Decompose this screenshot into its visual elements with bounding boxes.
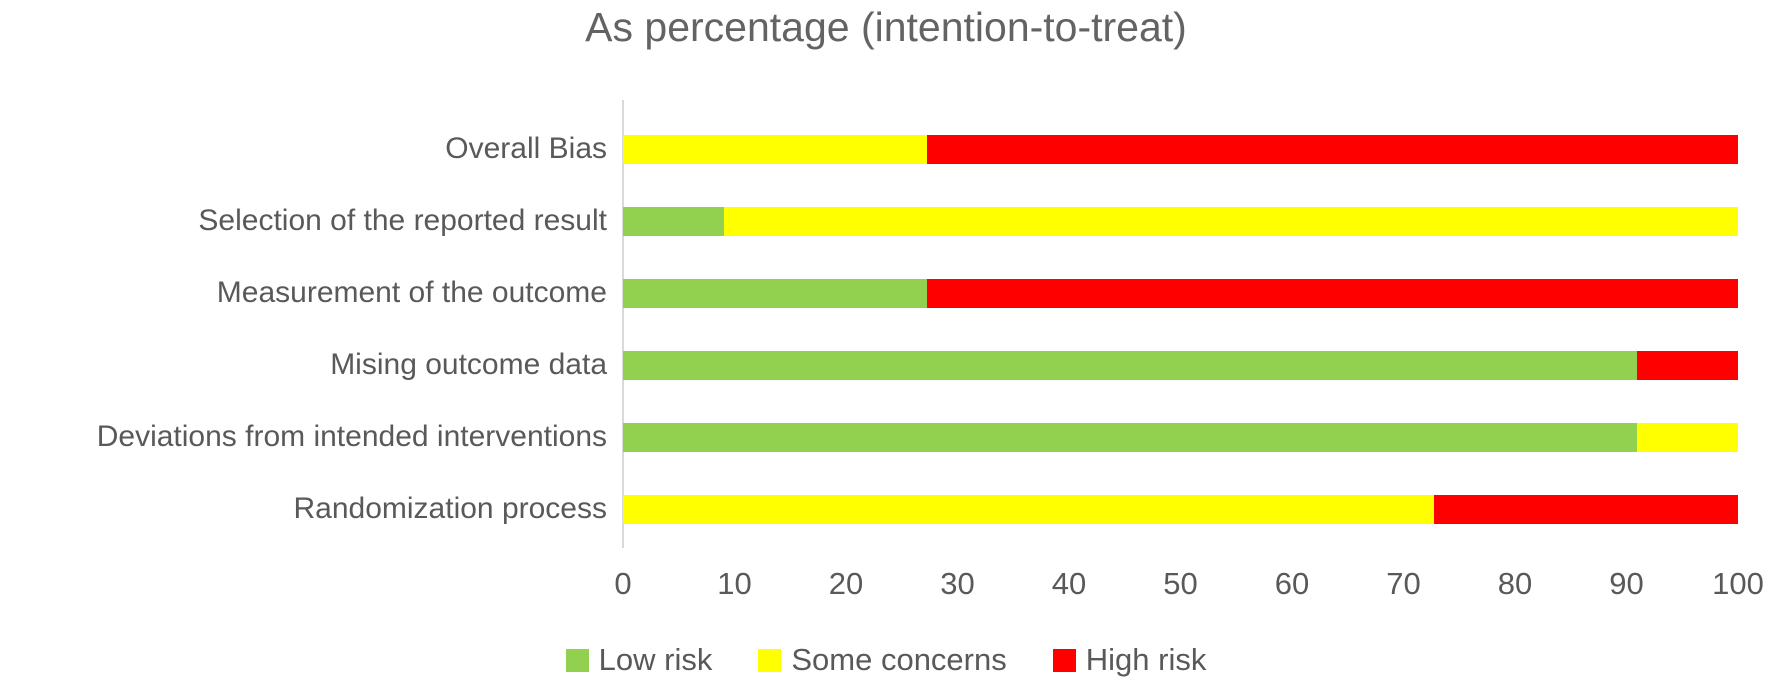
x-tick-label: 20 — [828, 566, 864, 601]
bar-segment-high-risk — [1433, 494, 1738, 524]
bar-segment-some-concerns — [724, 206, 1738, 236]
legend-item-low-risk: Low risk — [565, 642, 713, 678]
x-tick-label: 90 — [1609, 566, 1644, 601]
x-tick-label: 70 — [1386, 566, 1421, 601]
category-label: Randomization process — [293, 492, 608, 525]
legend: Low risk Some concerns High risk — [0, 642, 1772, 678]
bar-track-randomization-process — [623, 494, 1738, 524]
bar-row: Measurement of the outcome — [0, 257, 1772, 329]
bar-segment-low-risk — [623, 350, 1637, 380]
legend-swatch-low-risk — [565, 648, 589, 672]
legend-label: High risk — [1085, 642, 1207, 677]
x-tick-label: 40 — [1051, 566, 1087, 601]
bar-track-deviations-from-intended-interventions — [623, 422, 1738, 452]
legend-label: Low risk — [598, 642, 713, 677]
bar-row: Randomization process — [0, 473, 1772, 545]
bar-row: Deviations from intended interventions — [0, 401, 1772, 473]
category-label: Overall Bias — [445, 132, 607, 165]
category-label: Deviations from intended interventions — [96, 420, 607, 453]
bar-row: Selection of the reported result — [0, 185, 1772, 257]
legend-label: Some concerns — [791, 642, 1007, 677]
bar-segment-some-concerns — [623, 494, 1434, 524]
category-label: Measurement of the outcome — [216, 276, 607, 309]
bar-track-mising-outcome-data — [623, 350, 1738, 380]
bar-segment-high-risk — [1636, 350, 1738, 380]
bar-track-measurement-of-the-outcome — [623, 278, 1738, 308]
category-label: Mising outcome data — [330, 348, 607, 381]
bar-row: Overall Bias — [0, 113, 1772, 185]
x-tick-label: 80 — [1497, 566, 1533, 601]
bar-track-overall-bias — [623, 134, 1738, 164]
x-axis-tick-labels: 0 10 20 30 40 50 60 70 80 90 100 — [614, 566, 1763, 608]
legend-item-high-risk: High risk — [1052, 642, 1207, 678]
x-tick-label: 0 — [614, 566, 632, 601]
x-tick-label: 10 — [717, 566, 752, 601]
legend-swatch-some-concerns — [758, 648, 782, 672]
category-label: Selection of the reported result — [198, 204, 607, 237]
chart-title: As percentage (intention-to-treat) — [585, 4, 1187, 50]
x-tick-label: 50 — [1163, 566, 1198, 601]
bar-segment-some-concerns — [623, 134, 928, 164]
bar-row: Mising outcome data — [0, 329, 1772, 401]
category-axis-line — [622, 100, 624, 548]
bar-segment-low-risk — [623, 278, 928, 308]
legend-swatch-high-risk — [1052, 648, 1076, 672]
bar-segment-high-risk — [927, 278, 1738, 308]
x-tick-label: 30 — [940, 566, 975, 601]
bar-rows: Overall Bias Selection of the reported re… — [0, 113, 1772, 545]
bar-track-selection-of-the-reported-result — [623, 206, 1738, 236]
x-tick-label: 100 — [1712, 566, 1764, 601]
legend-item-some-concerns: Some concerns — [758, 642, 1007, 678]
x-tick-label: 60 — [1274, 566, 1310, 601]
bar-segment-low-risk — [623, 422, 1637, 452]
bar-segment-low-risk — [623, 206, 725, 236]
bar-segment-some-concerns — [1636, 422, 1738, 452]
bar-segment-high-risk — [927, 134, 1738, 164]
